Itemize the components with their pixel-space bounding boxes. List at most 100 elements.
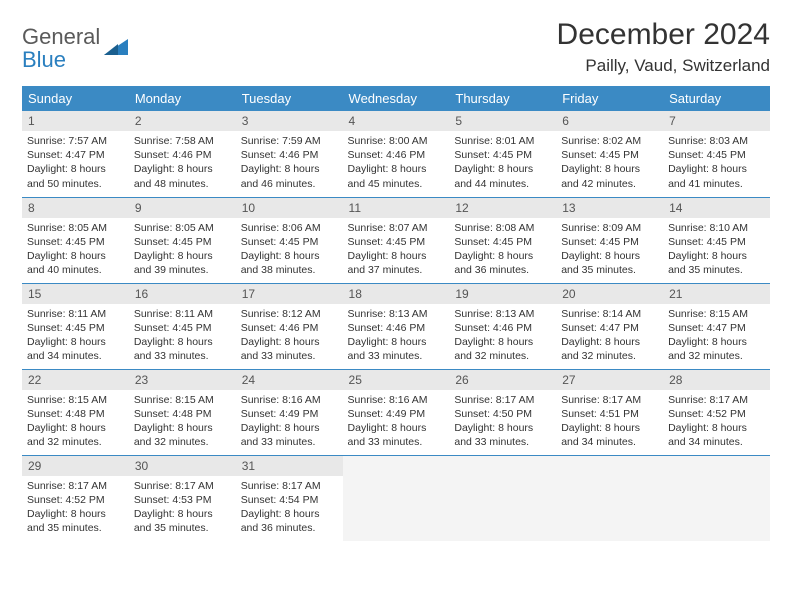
day-number: 28 [663,370,770,390]
day-number: 30 [129,456,236,476]
calendar-table: Sunday Monday Tuesday Wednesday Thursday… [22,86,770,541]
sunset-line: Sunset: 4:45 PM [348,235,445,249]
day-details: Sunrise: 8:01 AMSunset: 4:45 PMDaylight:… [449,131,556,196]
day-number: 11 [343,198,450,218]
sunset-line: Sunset: 4:49 PM [241,407,338,421]
sunset-line: Sunset: 4:45 PM [561,148,658,162]
calendar-day-cell: 12Sunrise: 8:08 AMSunset: 4:45 PMDayligh… [449,197,556,283]
sunrise-line: Sunrise: 8:08 AM [454,221,551,235]
sunrise-line: Sunrise: 8:17 AM [241,479,338,493]
sunrise-line: Sunrise: 8:17 AM [454,393,551,407]
day-number: 1 [22,111,129,131]
daylight-line: Daylight: 8 hours and 38 minutes. [241,249,338,277]
sunrise-line: Sunrise: 8:03 AM [668,134,765,148]
sunset-line: Sunset: 4:45 PM [27,321,124,335]
sunset-line: Sunset: 4:45 PM [668,235,765,249]
day-number: 25 [343,370,450,390]
sunrise-line: Sunrise: 8:14 AM [561,307,658,321]
sunset-line: Sunset: 4:46 PM [348,321,445,335]
calendar-day-cell: 29Sunrise: 8:17 AMSunset: 4:52 PMDayligh… [22,455,129,541]
day-number: 19 [449,284,556,304]
sunrise-line: Sunrise: 8:15 AM [27,393,124,407]
day-number: 22 [22,370,129,390]
sunrise-line: Sunrise: 8:16 AM [348,393,445,407]
daylight-line: Daylight: 8 hours and 48 minutes. [134,162,231,190]
day-details: Sunrise: 8:05 AMSunset: 4:45 PMDaylight:… [22,218,129,283]
sunset-line: Sunset: 4:48 PM [27,407,124,421]
calendar-day-cell: 17Sunrise: 8:12 AMSunset: 4:46 PMDayligh… [236,283,343,369]
daylight-line: Daylight: 8 hours and 32 minutes. [134,421,231,449]
sunrise-line: Sunrise: 8:15 AM [134,393,231,407]
day-details: Sunrise: 7:59 AMSunset: 4:46 PMDaylight:… [236,131,343,196]
daylight-line: Daylight: 8 hours and 36 minutes. [241,507,338,535]
day-details: Sunrise: 8:11 AMSunset: 4:45 PMDaylight:… [129,304,236,369]
day-number: 17 [236,284,343,304]
calendar-day-cell: 16Sunrise: 8:11 AMSunset: 4:45 PMDayligh… [129,283,236,369]
daylight-line: Daylight: 8 hours and 36 minutes. [454,249,551,277]
calendar-day-cell: 11Sunrise: 8:07 AMSunset: 4:45 PMDayligh… [343,197,450,283]
day-number: 21 [663,284,770,304]
calendar-day-cell: 15Sunrise: 8:11 AMSunset: 4:45 PMDayligh… [22,283,129,369]
calendar-day-cell [556,455,663,541]
calendar-day-cell [343,455,450,541]
sunrise-line: Sunrise: 7:59 AM [241,134,338,148]
sunset-line: Sunset: 4:46 PM [241,148,338,162]
daylight-line: Daylight: 8 hours and 33 minutes. [348,335,445,363]
day-number: 31 [236,456,343,476]
calendar-day-cell: 4Sunrise: 8:00 AMSunset: 4:46 PMDaylight… [343,111,450,197]
sunrise-line: Sunrise: 8:05 AM [134,221,231,235]
day-number: 10 [236,198,343,218]
daylight-line: Daylight: 8 hours and 32 minutes. [561,335,658,363]
day-details: Sunrise: 8:08 AMSunset: 4:45 PMDaylight:… [449,218,556,283]
day-number: 15 [22,284,129,304]
calendar-day-cell: 25Sunrise: 8:16 AMSunset: 4:49 PMDayligh… [343,369,450,455]
daylight-line: Daylight: 8 hours and 33 minutes. [241,335,338,363]
day-details: Sunrise: 8:06 AMSunset: 4:45 PMDaylight:… [236,218,343,283]
day-details: Sunrise: 8:17 AMSunset: 4:52 PMDaylight:… [663,390,770,455]
day-details: Sunrise: 8:13 AMSunset: 4:46 PMDaylight:… [449,304,556,369]
weekday-header: Sunday [22,86,129,111]
sunrise-line: Sunrise: 7:57 AM [27,134,124,148]
sunrise-line: Sunrise: 8:13 AM [454,307,551,321]
day-number: 9 [129,198,236,218]
sunset-line: Sunset: 4:45 PM [134,235,231,249]
daylight-line: Daylight: 8 hours and 32 minutes. [27,421,124,449]
month-title: December 2024 [557,18,770,52]
calendar-week-row: 8Sunrise: 8:05 AMSunset: 4:45 PMDaylight… [22,197,770,283]
sunrise-line: Sunrise: 8:07 AM [348,221,445,235]
sunset-line: Sunset: 4:47 PM [561,321,658,335]
sunset-line: Sunset: 4:54 PM [241,493,338,507]
weekday-header: Friday [556,86,663,111]
day-number: 2 [129,111,236,131]
day-details: Sunrise: 7:58 AMSunset: 4:46 PMDaylight:… [129,131,236,196]
daylight-line: Daylight: 8 hours and 42 minutes. [561,162,658,190]
daylight-line: Daylight: 8 hours and 32 minutes. [454,335,551,363]
daylight-line: Daylight: 8 hours and 50 minutes. [27,162,124,190]
calendar-day-cell: 19Sunrise: 8:13 AMSunset: 4:46 PMDayligh… [449,283,556,369]
day-number: 16 [129,284,236,304]
calendar-day-cell: 2Sunrise: 7:58 AMSunset: 4:46 PMDaylight… [129,111,236,197]
day-details: Sunrise: 8:17 AMSunset: 4:52 PMDaylight:… [22,476,129,541]
day-details: Sunrise: 8:12 AMSunset: 4:46 PMDaylight:… [236,304,343,369]
day-details: Sunrise: 8:00 AMSunset: 4:46 PMDaylight:… [343,131,450,196]
calendar-day-cell: 14Sunrise: 8:10 AMSunset: 4:45 PMDayligh… [663,197,770,283]
day-number: 5 [449,111,556,131]
day-details: Sunrise: 8:15 AMSunset: 4:48 PMDaylight:… [22,390,129,455]
day-number: 14 [663,198,770,218]
sunrise-line: Sunrise: 8:10 AM [668,221,765,235]
calendar-day-cell: 22Sunrise: 8:15 AMSunset: 4:48 PMDayligh… [22,369,129,455]
day-details: Sunrise: 8:17 AMSunset: 4:51 PMDaylight:… [556,390,663,455]
logo-word-general: General [22,24,100,49]
logo-word-blue: Blue [22,47,66,72]
sunrise-line: Sunrise: 8:16 AM [241,393,338,407]
sunrise-line: Sunrise: 8:05 AM [27,221,124,235]
weekday-header-row: Sunday Monday Tuesday Wednesday Thursday… [22,86,770,111]
day-number: 4 [343,111,450,131]
day-number: 23 [129,370,236,390]
calendar-day-cell: 21Sunrise: 8:15 AMSunset: 4:47 PMDayligh… [663,283,770,369]
sunset-line: Sunset: 4:51 PM [561,407,658,421]
daylight-line: Daylight: 8 hours and 33 minutes. [348,421,445,449]
calendar-day-cell: 28Sunrise: 8:17 AMSunset: 4:52 PMDayligh… [663,369,770,455]
day-details: Sunrise: 8:16 AMSunset: 4:49 PMDaylight:… [343,390,450,455]
sunrise-line: Sunrise: 8:00 AM [348,134,445,148]
